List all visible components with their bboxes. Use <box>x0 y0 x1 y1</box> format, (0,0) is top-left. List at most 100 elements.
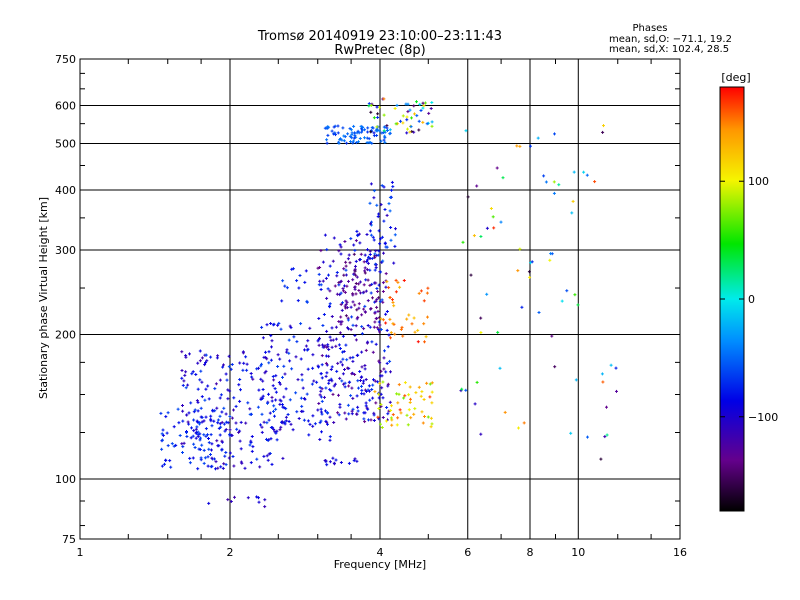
data-point <box>262 379 264 383</box>
data-point <box>225 412 227 416</box>
data-point <box>389 195 391 199</box>
data-point <box>419 102 421 106</box>
data-point <box>245 421 247 425</box>
chart-title: Tromsø 20140919 23:10:00–23:11:43 <box>257 29 502 44</box>
data-point <box>461 387 463 391</box>
data-point <box>306 348 308 352</box>
data-point <box>197 409 199 413</box>
data-point <box>368 418 369 422</box>
data-point <box>380 392 382 396</box>
data-point <box>242 351 244 355</box>
data-point <box>340 315 342 319</box>
data-point <box>370 222 371 226</box>
data-point <box>354 269 356 273</box>
data-point <box>387 384 389 388</box>
data-point <box>214 387 216 391</box>
data-point <box>210 414 212 418</box>
data-point <box>200 436 201 440</box>
data-point <box>214 457 215 461</box>
y-tick-label: 100 <box>55 473 76 486</box>
data-point <box>338 283 340 287</box>
data-point <box>364 310 366 314</box>
data-point <box>360 379 361 382</box>
data-point <box>323 313 325 316</box>
data-point <box>378 212 380 216</box>
data-point <box>379 105 380 109</box>
data-point <box>380 139 382 143</box>
colorbar-tick-label: −100 <box>748 411 778 424</box>
data-point <box>342 350 343 354</box>
data-point <box>267 458 269 462</box>
data-point <box>367 299 369 303</box>
data-point <box>415 391 417 395</box>
data-point <box>212 457 214 461</box>
data-point <box>291 367 293 371</box>
data-point <box>183 441 185 445</box>
data-point <box>225 428 227 431</box>
data-point <box>211 448 212 452</box>
data-point <box>389 317 391 321</box>
data-point <box>317 408 319 412</box>
data-point <box>363 417 365 421</box>
data-point <box>319 421 321 425</box>
data-point <box>260 396 262 400</box>
data-point <box>251 375 253 379</box>
data-point <box>358 282 360 286</box>
data-point <box>197 430 199 434</box>
data-point <box>318 402 320 405</box>
data-point <box>359 280 361 284</box>
data-point <box>480 331 482 334</box>
data-point <box>194 408 196 412</box>
data-point <box>271 395 273 399</box>
data-point <box>416 114 418 118</box>
data-point <box>413 412 415 416</box>
data-point <box>397 401 399 405</box>
data-point <box>282 375 283 379</box>
data-point <box>201 443 203 447</box>
data-point <box>504 410 506 414</box>
data-point <box>336 274 338 278</box>
data-point <box>383 129 385 133</box>
data-point <box>382 300 384 304</box>
data-point <box>331 379 333 383</box>
data-point <box>327 287 329 291</box>
data-point <box>367 407 369 411</box>
data-point <box>374 300 376 304</box>
data-point <box>302 386 304 390</box>
data-point <box>355 259 357 263</box>
data-point <box>323 345 325 349</box>
data-point <box>385 370 387 374</box>
data-point <box>368 137 370 141</box>
data-point <box>371 282 373 286</box>
data-point <box>363 327 365 331</box>
data-point <box>346 300 348 304</box>
data-point <box>370 182 372 186</box>
data-point <box>383 97 385 101</box>
data-point <box>366 233 368 236</box>
data-point <box>566 289 568 293</box>
data-point <box>357 315 359 319</box>
data-point <box>344 381 346 385</box>
data-point <box>366 268 368 272</box>
data-point <box>269 411 271 415</box>
data-point <box>369 268 371 272</box>
data-point <box>227 421 229 425</box>
data-point <box>409 401 411 404</box>
data-point <box>231 363 233 366</box>
data-point <box>381 386 383 390</box>
data-point <box>344 290 346 294</box>
data-point <box>383 138 385 142</box>
data-point <box>335 337 337 341</box>
data-point <box>280 399 282 403</box>
data-point <box>339 138 341 141</box>
data-point <box>314 422 316 426</box>
data-point <box>367 248 368 252</box>
data-point <box>416 100 417 104</box>
data-point <box>418 385 420 389</box>
data-point <box>373 413 375 417</box>
data-point <box>427 286 429 290</box>
data-point <box>328 273 329 277</box>
data-point <box>232 455 234 458</box>
data-point <box>344 411 346 415</box>
data-point <box>369 249 371 253</box>
